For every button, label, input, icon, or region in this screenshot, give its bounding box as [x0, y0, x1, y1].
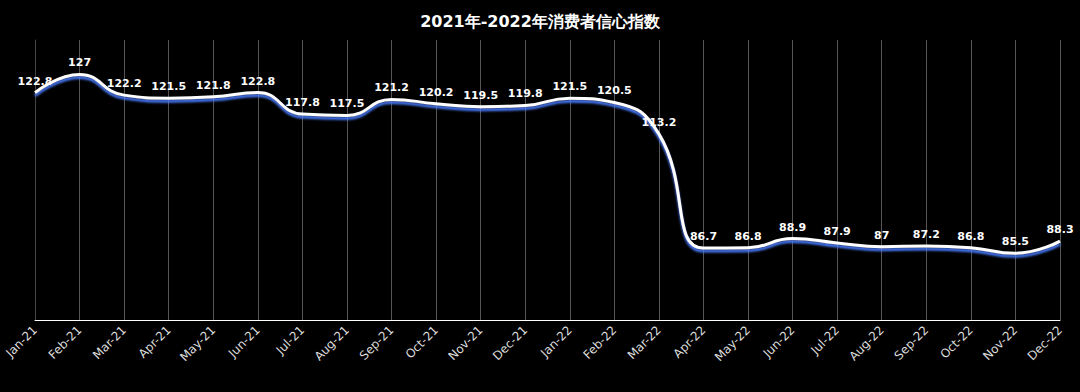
svg-text:Jan-22: Jan-22: [537, 323, 575, 361]
svg-text:Jul-21: Jul-21: [273, 323, 308, 358]
svg-text:Sep-21: Sep-21: [357, 323, 397, 363]
svg-text:Nov-21: Nov-21: [446, 323, 486, 363]
svg-text:2021年-2022年消费者信心指数: 2021年-2022年消费者信心指数: [420, 12, 661, 31]
svg-text:121.8: 121.8: [196, 79, 231, 92]
svg-text:117.8: 117.8: [285, 96, 320, 109]
svg-text:Dec-22: Dec-22: [1025, 323, 1065, 363]
svg-text:121.2: 121.2: [374, 81, 409, 94]
svg-text:Sep-22: Sep-22: [892, 323, 932, 363]
svg-text:Dec-21: Dec-21: [490, 323, 530, 363]
svg-text:122.8: 122.8: [240, 75, 275, 88]
svg-text:88.3: 88.3: [1046, 223, 1073, 236]
svg-text:87: 87: [874, 229, 889, 242]
svg-text:122.8: 122.8: [18, 75, 53, 88]
svg-text:Oct-22: Oct-22: [937, 323, 975, 361]
svg-text:87.9: 87.9: [824, 225, 851, 238]
svg-text:May-21: May-21: [177, 323, 218, 364]
svg-text:87.2: 87.2: [913, 228, 940, 241]
svg-text:Aug-21: Aug-21: [312, 323, 352, 363]
svg-text:86.7: 86.7: [690, 230, 717, 243]
svg-text:88.9: 88.9: [779, 221, 806, 234]
svg-text:May-22: May-22: [712, 323, 753, 364]
svg-text:Apr-22: Apr-22: [671, 323, 709, 361]
svg-text:Jul-22: Jul-22: [807, 323, 842, 358]
svg-text:Jun-22: Jun-22: [760, 323, 798, 361]
svg-text:121.5: 121.5: [552, 80, 587, 93]
svg-text:121.5: 121.5: [151, 80, 186, 93]
svg-text:Aug-22: Aug-22: [846, 323, 886, 363]
svg-text:Feb-21: Feb-21: [46, 323, 85, 362]
svg-text:85.5: 85.5: [1002, 235, 1029, 248]
svg-text:Apr-21: Apr-21: [136, 323, 174, 361]
svg-text:113.2: 113.2: [642, 116, 677, 129]
svg-text:Feb-22: Feb-22: [581, 323, 620, 362]
svg-text:119.5: 119.5: [463, 89, 498, 102]
svg-text:Mar-22: Mar-22: [625, 323, 664, 362]
svg-text:Nov-22: Nov-22: [980, 323, 1020, 363]
svg-text:Oct-21: Oct-21: [403, 323, 441, 361]
svg-text:120.5: 120.5: [597, 84, 632, 97]
svg-text:Mar-21: Mar-21: [90, 323, 129, 362]
svg-text:86.8: 86.8: [957, 230, 984, 243]
svg-text:Jun-21: Jun-21: [225, 323, 263, 361]
svg-text:127: 127: [68, 56, 91, 69]
svg-text:120.2: 120.2: [419, 86, 454, 99]
svg-text:Jan-21: Jan-21: [2, 323, 40, 361]
svg-text:119.8: 119.8: [508, 87, 543, 100]
svg-text:86.8: 86.8: [734, 230, 761, 243]
svg-text:122.2: 122.2: [107, 77, 142, 90]
svg-text:117.5: 117.5: [330, 97, 365, 110]
